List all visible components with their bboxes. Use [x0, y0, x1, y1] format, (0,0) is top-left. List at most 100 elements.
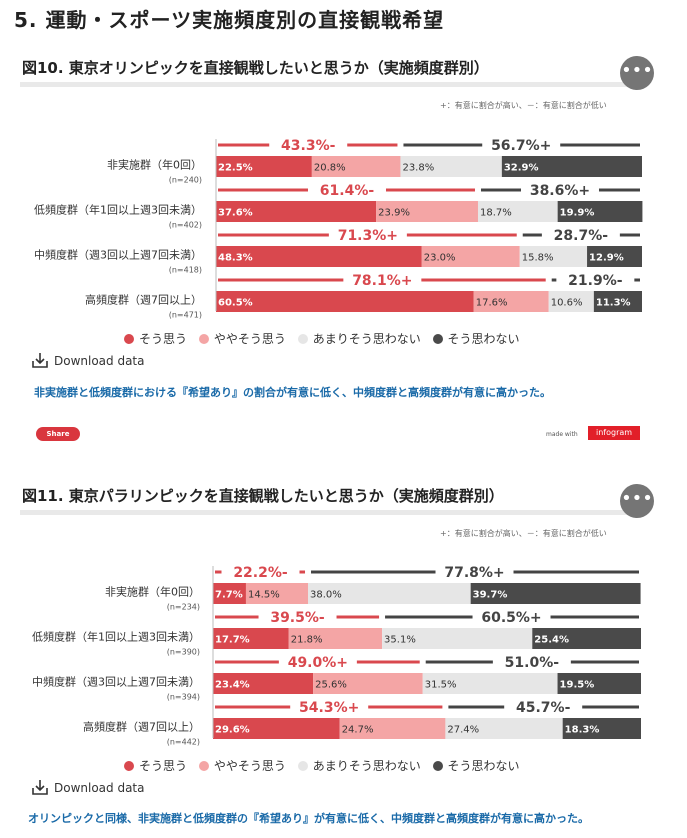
bar-value-label: 23.0% [424, 253, 456, 264]
bar-value-label: 60.5% [218, 298, 253, 309]
aggregate-label-left: 71.3%+ [338, 228, 398, 244]
row-n-label: (n=471) [169, 311, 202, 320]
bar-value-label: 10.6% [551, 298, 583, 309]
significance-note: +：有意に割合が高い、－：有意に割合が低い [440, 529, 607, 538]
download-icon [32, 352, 48, 371]
download-data-link[interactable]: Download data [32, 352, 145, 371]
row-n-label: (n=418) [169, 266, 202, 275]
bar-value-label: 37.6% [218, 208, 253, 219]
bar-segment [216, 156, 312, 177]
page-title: 5. 運動・スポーツ実施頻度別の直接観戦希望 [14, 8, 445, 32]
legend-item[interactable]: ややそう思う [198, 757, 286, 774]
aggregate-label-right: 51.0%- [505, 655, 560, 671]
figure-title: 図11. 東京パラリンピックを直接観戦したいと思うか（実施頻度群別） [22, 487, 504, 505]
title-divider [20, 510, 646, 515]
bar-segment [593, 291, 642, 312]
aggregate-label-right: 77.8%+ [444, 565, 504, 581]
legend-swatch [297, 761, 308, 771]
bar-segment [216, 291, 474, 312]
aggregate-label-left: 54.3%+ [299, 700, 359, 716]
bar-segment [477, 201, 558, 222]
bar-value-label: 22.5% [218, 163, 253, 174]
legend-swatch [198, 334, 209, 344]
bar-value-label: 17.6% [476, 298, 508, 309]
bar-value-label: 20.8% [314, 163, 346, 174]
bar-segment [216, 201, 377, 222]
bar-value-label: 39.7% [473, 590, 508, 601]
bar-value-label: 23.9% [378, 208, 410, 219]
legend-item[interactable]: そう思う [124, 757, 187, 774]
stacked-bar-chart: 43.3%- 56.7%+ 22.5% 20.8% 23.8% 32.9% 非実施群（年0回… [34, 138, 643, 320]
row-label: 低頻度群（年1回以上週3回未満） [34, 203, 202, 217]
row-n-label: (n=442) [167, 738, 200, 747]
bar-segment [288, 628, 383, 649]
bar-segment [470, 583, 641, 604]
legend-item[interactable]: そう思う [124, 330, 187, 347]
bar-value-label: 14.5% [248, 590, 280, 601]
bar-value-label: 21.8% [291, 635, 323, 646]
bar-value-label: 15.8% [522, 253, 554, 264]
aggregate-label-right: 21.9%- [568, 273, 623, 289]
bar-segment [532, 628, 641, 649]
row-label: 非実施群（年0回） [107, 158, 202, 172]
bar-segment [400, 156, 502, 177]
legend-item[interactable]: あまりそう思わない [297, 330, 421, 347]
bar-segment [382, 628, 533, 649]
bar-segment [519, 246, 588, 267]
row-n-label: (n=402) [169, 221, 202, 230]
bar-segment [213, 583, 246, 604]
aggregate-label-left: 78.1%+ [352, 273, 412, 289]
row-n-label: (n=390) [167, 648, 200, 657]
more-dots-icon: ••• [621, 488, 653, 509]
significance-note: +：有意に割合が高い、－：有意に割合が低い [440, 101, 607, 110]
more-dots-icon: ••• [621, 60, 653, 81]
aggregate-label-right: 28.7%- [554, 228, 609, 244]
bar-value-label: 25.4% [534, 635, 569, 646]
bar-segment [339, 718, 446, 739]
bar-segment [213, 673, 314, 694]
bar-value-label: 29.6% [215, 725, 250, 736]
aggregate-label-right: 38.6%+ [530, 183, 590, 199]
row-label: 非実施群（年0回） [105, 585, 200, 599]
more-options-button[interactable]: ••• [620, 56, 654, 90]
legend-item[interactable]: そう思わない [432, 330, 520, 347]
legend-swatch [297, 334, 308, 344]
bar-value-label: 31.5% [425, 680, 457, 691]
bar-value-label: 17.7% [215, 635, 250, 646]
legend-swatch [432, 761, 443, 771]
bar-segment [548, 291, 594, 312]
aggregate-label-left: 22.2%- [233, 565, 288, 581]
download-data-link[interactable]: Download data [32, 779, 145, 798]
bar-value-label: 24.7% [342, 725, 374, 736]
legend-item[interactable]: そう思わない [432, 757, 520, 774]
bar-value-label: 19.5% [560, 680, 595, 691]
bar-segment [587, 246, 642, 267]
bar-segment [445, 718, 563, 739]
chart-legend: そう思う ややそう思う あまりそう思わない そう思わない [124, 757, 528, 774]
bar-segment [473, 291, 549, 312]
aggregate-label-left: 49.0%+ [288, 655, 348, 671]
bar-value-label: 18.7% [480, 208, 512, 219]
legend-item[interactable]: ややそう思う [198, 330, 286, 347]
legend-swatch [124, 334, 134, 344]
aggregate-label-left: 61.4%- [320, 183, 375, 199]
title-divider [20, 82, 646, 87]
bar-value-label: 23.8% [402, 163, 434, 174]
share-button[interactable]: Share [36, 427, 80, 441]
row-label: 中頻度群（週3回以上週7回未満） [34, 248, 202, 262]
more-options-button[interactable]: ••• [620, 484, 654, 518]
chart-description: 非実施群と低頻度群における『希望あり』の割合が有意に低く、中頻度群と高頻度群が有… [34, 386, 551, 399]
chart-legend: そう思う ややそう思う あまりそう思わない そう思わない [124, 330, 528, 347]
aggregate-label-right: 60.5%+ [481, 610, 541, 626]
figure-title: 図10. 東京オリンピックを直接観戦したいと思うか（実施頻度群別） [22, 59, 489, 77]
bar-value-label: 12.9% [589, 253, 624, 264]
chart-description: オリンピックと同様、非実施群と低頻度群の『希望あり』が有意に低く、中頻度群と高頻… [28, 812, 589, 825]
legend-item[interactable]: あまりそう思わない [297, 757, 421, 774]
row-n-label: (n=394) [167, 693, 200, 702]
infogram-logo[interactable]: infogram [588, 426, 641, 440]
legend-swatch [432, 334, 443, 344]
row-n-label: (n=240) [169, 176, 202, 185]
download-icon [32, 779, 48, 798]
bar-segment [216, 246, 422, 267]
bar-segment [313, 673, 423, 694]
